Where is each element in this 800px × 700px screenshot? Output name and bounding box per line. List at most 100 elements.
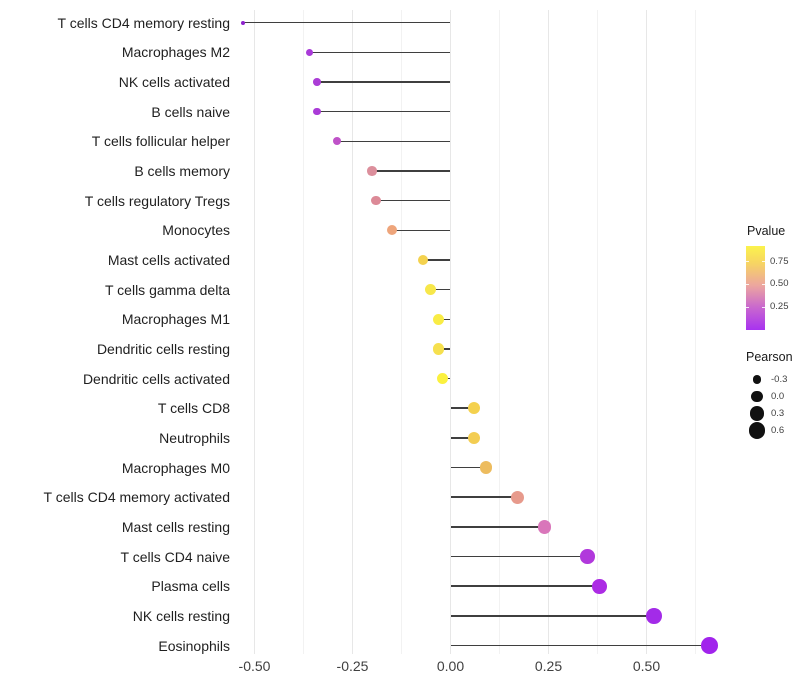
y-axis-label: T cells CD4 naive [120, 548, 230, 565]
pvalue-colorbar-gradient [746, 246, 765, 330]
pearson-size-label: 0.6 [771, 424, 785, 436]
pvalue-tick-label: 0.50 [770, 278, 789, 290]
lollipop-dot [646, 608, 663, 624]
pearson-size-dot [748, 422, 766, 439]
lollipop-stem [423, 259, 451, 261]
y-axis-label: Mast cells activated [107, 251, 230, 268]
gridline-major [548, 10, 549, 654]
pvalue-tick-mark [746, 260, 749, 263]
lollipop-dot [467, 402, 481, 415]
lollipop-dot [313, 107, 322, 116]
pvalue-tick-label: 0.75 [770, 255, 789, 267]
pearson-size-dot [751, 390, 763, 403]
lollipop-dot [240, 20, 245, 25]
lollipop-dot [332, 137, 341, 146]
pearson-size-label: -0.3 [771, 373, 788, 385]
lollipop-dot [592, 578, 607, 594]
x-axis-tick-label: 0.25 [534, 658, 563, 674]
lollipop-stem [438, 318, 451, 321]
y-axis-label: T cells CD8 [157, 400, 230, 417]
x-axis-tick-label: -0.50 [238, 658, 271, 674]
lollipop-stem [309, 51, 451, 54]
lollipop-stem [450, 466, 486, 469]
y-axis-label: Plasma cells [151, 578, 230, 595]
lollipop-dot [425, 284, 437, 296]
gridline-major [352, 10, 353, 654]
y-axis-label: T cells regulatory Tregs [84, 192, 230, 209]
y-axis-label: Mast cells resting [121, 518, 230, 535]
lollipop-dot [386, 225, 397, 236]
y-axis-label: T cells follicular helper [91, 133, 230, 150]
lollipop-dot [367, 166, 377, 176]
pearson-size-label: 0.0 [771, 390, 785, 402]
x-axis-tick-label: -0.25 [336, 658, 369, 674]
y-axis-label: B cells memory [134, 163, 230, 179]
lollipop-stem [336, 140, 451, 143]
lollipop-stem [317, 110, 451, 113]
gridline-minor [597, 10, 598, 654]
pvalue-tick-label: 0.25 [770, 301, 789, 313]
y-axis-label: T cells CD4 memory activated [43, 489, 230, 506]
lollipop-dot [537, 520, 552, 534]
y-axis-label: T cells gamma delta [104, 281, 230, 298]
pvalue-tick-mark [762, 283, 765, 286]
lollipop-dot [371, 195, 381, 206]
lollipop-dot [417, 254, 429, 266]
y-axis-label: NK cells resting [132, 607, 230, 624]
lollipop-stem [372, 170, 451, 172]
lollipop-stem [450, 437, 475, 439]
pvalue-tick-mark [762, 306, 765, 309]
y-axis-label: Macrophages M0 [121, 459, 230, 476]
gridline-minor [695, 10, 696, 654]
pearson-legend-title: Pearson [746, 350, 793, 364]
lollipop-stem [438, 348, 451, 350]
y-axis-label: Dendritic cells resting [96, 340, 230, 357]
lollipop-stem [450, 585, 600, 588]
gridline-major [450, 10, 451, 654]
pearson-size-dot [749, 406, 765, 421]
y-axis-label: Eosinophils [158, 637, 230, 654]
y-axis-label: Macrophages M2 [121, 44, 230, 61]
pvalue-legend-title: Pvalue [747, 224, 786, 238]
gridline-minor [401, 10, 402, 654]
pearson-size-dot [752, 375, 762, 384]
gridline-major [646, 10, 647, 654]
lollipop-stem [450, 615, 655, 617]
lollipop-dot [436, 372, 449, 385]
pvalue-tick-mark [746, 306, 749, 309]
lollipop-dot [313, 78, 322, 86]
lollipop-stem [450, 496, 518, 499]
lollipop-stem [376, 199, 451, 202]
y-axis-label: NK cells activated [118, 74, 230, 91]
gridline-major [254, 10, 255, 654]
lollipop-dot [433, 343, 445, 355]
lollipop-stem [391, 229, 451, 232]
gridline-minor [303, 10, 304, 654]
y-axis-label: Neutrophils [159, 429, 230, 446]
lollipop-dot [580, 549, 595, 564]
lollipop-dot [467, 431, 481, 444]
y-axis-label: Monocytes [162, 222, 230, 239]
lollipop-stem [450, 526, 545, 528]
lollipop-dot [479, 461, 492, 474]
x-axis-tick-label: 0.00 [436, 658, 465, 674]
lollipop-dot [700, 637, 718, 654]
lollipop-dot [433, 313, 445, 325]
lollipop-dot [510, 490, 524, 504]
lollipop-stem [450, 555, 588, 558]
y-axis-label: Macrophages M1 [121, 311, 230, 328]
y-axis-label: Dendritic cells activated [82, 370, 230, 387]
lollipop-stem [450, 644, 710, 647]
gridline-minor [499, 10, 500, 654]
lollipop-stem [242, 21, 451, 24]
lollipop-dot [305, 48, 314, 56]
x-axis-tick-label: 0.50 [632, 658, 661, 674]
y-axis-label: T cells CD4 memory resting [57, 14, 230, 31]
lollipop-stem [430, 288, 451, 291]
pearson-size-label: 0.3 [771, 407, 785, 419]
pvalue-tick-mark [746, 283, 749, 286]
lollipop-stem [317, 81, 451, 83]
y-axis-label: B cells naive [151, 103, 230, 120]
pvalue-tick-mark [762, 260, 765, 263]
